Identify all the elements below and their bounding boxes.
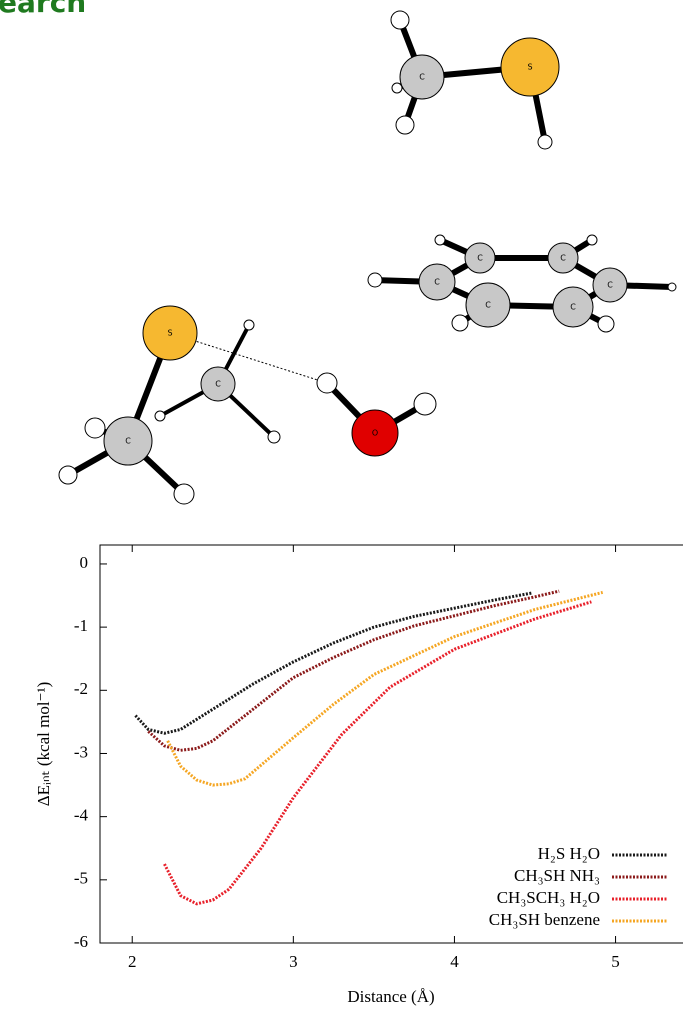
y-tick-label: -3	[74, 742, 88, 761]
y-tick-label: -6	[74, 932, 88, 951]
figure: earch C S C C C	[0, 0, 683, 1013]
series-line	[168, 592, 603, 785]
atom-label: C	[477, 254, 483, 263]
y-tick-label: -4	[74, 806, 89, 825]
molecule-3: S C C O	[59, 306, 436, 504]
x-tick-label: 2	[128, 952, 137, 971]
molecule-2: C C C C C C	[368, 235, 676, 332]
atom-label: C	[485, 301, 491, 310]
y-axis-label: ΔEᵢₙₜ (kcal mol⁻¹)	[34, 682, 53, 807]
molecule-1: C S	[391, 11, 559, 149]
atom-label: C	[215, 380, 221, 389]
atom-label: S	[527, 63, 532, 72]
legend-label: H₂S H₂O	[538, 844, 600, 863]
title-fragment: earch	[0, 0, 86, 19]
x-axis-label: Distance (Å)	[347, 987, 434, 1006]
atom-label: O	[372, 429, 378, 438]
atom-label: C	[560, 254, 566, 263]
atom-label: S	[167, 329, 172, 338]
atom-label: C	[125, 437, 131, 446]
legend-label: CH₃SCH₃ H₂O	[497, 888, 600, 907]
x-tick-label: 3	[289, 952, 298, 971]
atom-label: C	[570, 303, 576, 312]
y-tick-label: -2	[74, 679, 88, 698]
y-tick-label: 0	[80, 553, 89, 572]
series-line	[164, 602, 591, 904]
y-tick-label: -5	[74, 869, 88, 888]
page: earch C S C C C	[0, 0, 683, 1013]
x-tick-label: 4	[450, 952, 459, 971]
legend-label: CH₃SH benzene	[489, 910, 600, 929]
y-tick-label: -1	[74, 616, 88, 635]
chart: Distance (Å) ΔEᵢₙₜ (kcal mol⁻¹) 2 3 4 5 -6 -5…	[34, 545, 683, 1006]
atom-label: C	[607, 281, 613, 290]
series-line	[135, 593, 531, 733]
atom-label: C	[434, 278, 440, 287]
x-tick-label: 5	[611, 952, 620, 971]
legend-label: CH₃SH NH₃	[514, 866, 600, 885]
series-line	[148, 591, 559, 750]
atom-label: C	[419, 73, 425, 82]
